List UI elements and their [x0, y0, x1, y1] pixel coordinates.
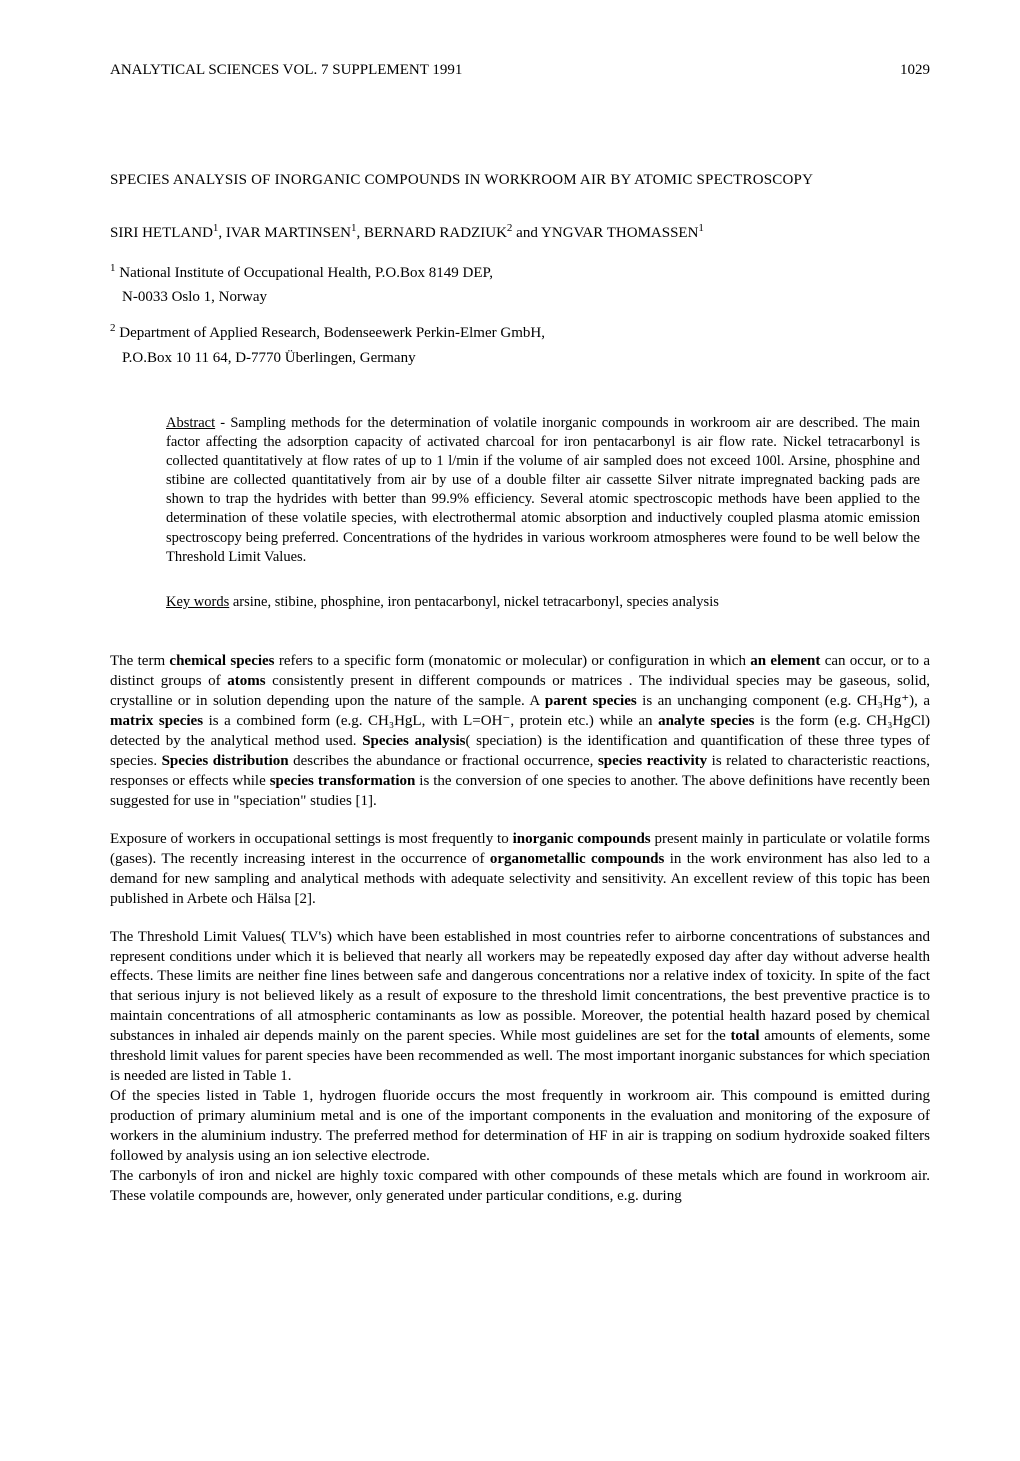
abstract: Abstract - Sampling methods for the dete…: [166, 414, 930, 567]
affiliation-2: 2 Department of Applied Research, Bodens…: [110, 321, 930, 368]
author-1: SIRI HETLAND: [110, 225, 213, 241]
article-title: SPECIES ANALYSIS OF INORGANIC COMPOUNDS …: [110, 170, 930, 190]
abstract-label: Abstract: [166, 415, 215, 431]
author-4-sup: 1: [698, 222, 704, 234]
keywords: Key words arsine, stibine, phosphine, ir…: [166, 593, 930, 613]
author-2: IVAR MARTINSEN: [226, 225, 351, 241]
affil-1-line2: N-0033 Oslo 1, Norway: [122, 289, 267, 305]
keywords-text: arsine, stibine, phosphine, iron pentaca…: [229, 594, 719, 610]
affil-2-line2: P.O.Box 10 11 64, D-7770 Überlingen, Ger…: [122, 350, 416, 366]
abstract-text: - Sampling methods for the determination…: [166, 415, 920, 565]
author-3: BERNARD RADZIUK: [364, 225, 507, 241]
authors-line: SIRI HETLAND1, IVAR MARTINSEN1, BERNARD …: [110, 221, 930, 243]
running-header: ANALYTICAL SCIENCES VOL. 7 SUPPLEMENT 19…: [110, 60, 930, 80]
page-number: 1029: [900, 60, 930, 80]
body-paragraph-1: The term chemical species refers to a sp…: [110, 652, 930, 812]
affiliation-1: 1 National Institute of Occupational Hea…: [110, 261, 930, 308]
body-paragraph-5: The carbonyls of iron and nickel are hig…: [110, 1167, 930, 1207]
author-4: YNGVAR THOMASSEN: [541, 225, 698, 241]
keywords-label: Key words: [166, 594, 229, 610]
body-paragraph-2: Exposure of workers in occupational sett…: [110, 830, 930, 910]
affil-2-line1: Department of Applied Research, Bodensee…: [116, 325, 545, 341]
body-paragraph-4: Of the species listed in Table 1, hydrog…: [110, 1087, 930, 1167]
journal-name: ANALYTICAL SCIENCES VOL. 7 SUPPLEMENT 19…: [110, 60, 462, 80]
affil-1-line1: National Institute of Occupational Healt…: [116, 265, 493, 281]
body-paragraph-3: The Threshold Limit Values( TLV's) which…: [110, 928, 930, 1088]
